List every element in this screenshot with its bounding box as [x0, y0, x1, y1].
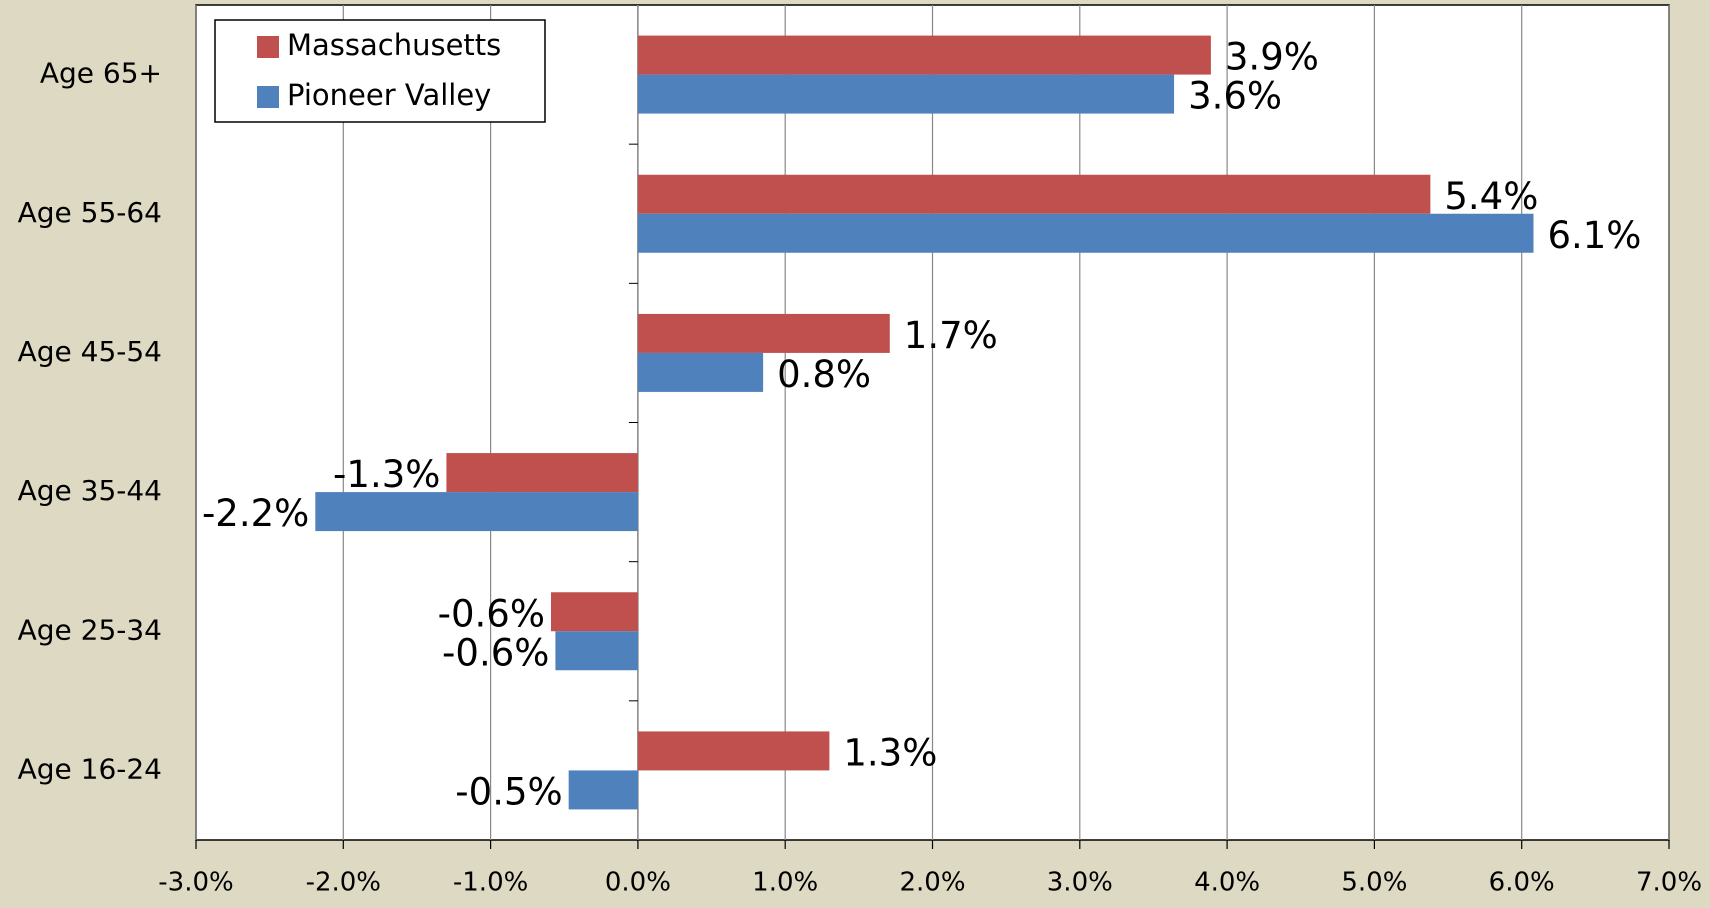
bar: [315, 492, 638, 532]
legend-label: Massachusetts: [287, 28, 501, 62]
bar: [550, 592, 638, 632]
value-label: -0.6%: [442, 631, 549, 674]
y-tick-label: Age 25-34: [18, 613, 162, 646]
value-label: 5.4%: [1444, 175, 1538, 218]
y-tick-label: Age 55-64: [18, 196, 162, 229]
bar: [637, 213, 1534, 253]
value-label: 1.7%: [904, 314, 998, 357]
value-label: -2.2%: [202, 492, 309, 535]
x-tick-label: 5.0%: [1341, 868, 1407, 898]
bar: [555, 631, 638, 671]
bar: [637, 313, 890, 353]
x-tick-label: -3.0%: [158, 868, 233, 898]
y-tick-label: Age 65+: [40, 57, 162, 90]
bar: [637, 35, 1211, 75]
value-label: 1.3%: [843, 731, 937, 774]
x-tick-label: 3.0%: [1047, 868, 1113, 898]
bar: [568, 770, 638, 810]
legend-swatch: [257, 86, 279, 108]
value-label: -0.6%: [438, 592, 545, 635]
x-tick-label: 7.0%: [1636, 868, 1702, 898]
value-label: 0.8%: [777, 353, 871, 396]
bar: [446, 453, 638, 493]
x-tick-label: 1.0%: [752, 868, 818, 898]
legend-swatch: [257, 36, 279, 58]
bar: [637, 174, 1431, 214]
value-label: -1.3%: [333, 453, 440, 496]
y-tick-label: Age 35-44: [18, 474, 162, 507]
value-label: -0.5%: [455, 770, 562, 813]
x-tick-label: 0.0%: [605, 868, 671, 898]
bar: [637, 74, 1175, 114]
value-label: 3.6%: [1188, 75, 1282, 118]
x-tick-label: 2.0%: [899, 868, 965, 898]
bar: [637, 352, 764, 392]
value-label: 6.1%: [1547, 214, 1641, 257]
y-tick-label: Age 45-54: [18, 335, 162, 368]
x-tick-label: -2.0%: [306, 868, 381, 898]
x-tick-label: 6.0%: [1489, 868, 1555, 898]
x-tick-label: -1.0%: [453, 868, 528, 898]
value-label: 3.9%: [1225, 36, 1319, 79]
legend-label: Pioneer Valley: [287, 78, 491, 112]
bar: [637, 731, 830, 771]
x-tick-label: 4.0%: [1194, 868, 1260, 898]
y-tick-label: Age 16-24: [18, 752, 162, 785]
